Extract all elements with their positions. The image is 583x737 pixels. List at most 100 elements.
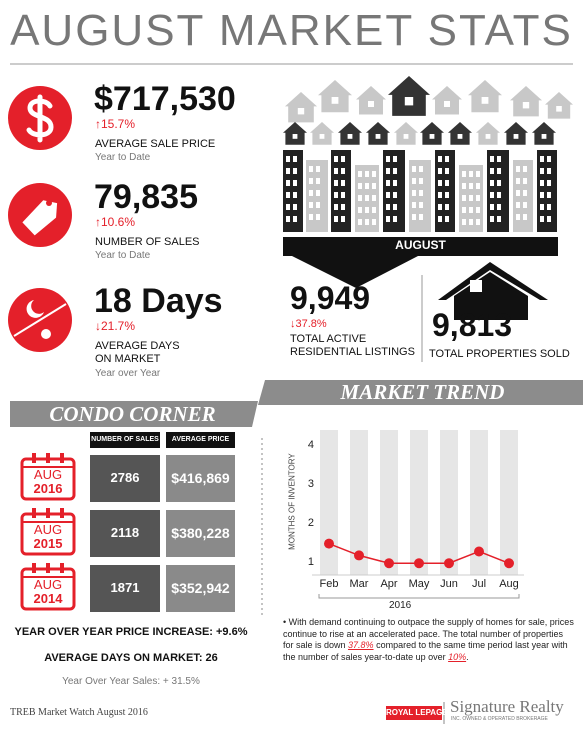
building-window: [497, 180, 501, 186]
condo-title: CONDO CORNER: [49, 402, 216, 426]
building-window: [341, 216, 345, 222]
building-window: [309, 214, 313, 220]
building-window: [540, 156, 544, 162]
house: [510, 86, 542, 117]
x-axis-label: 2016: [389, 600, 412, 611]
banner-label: AUGUST: [395, 238, 446, 252]
building-window: [316, 214, 320, 220]
sold-label: TOTAL PROPERTIES SOLD: [429, 348, 570, 360]
calendar-year: 2015: [33, 536, 63, 551]
calendar-month: AUG: [33, 577, 63, 592]
house-window: [429, 134, 435, 139]
house: [420, 122, 444, 145]
x-bracket: [318, 594, 520, 599]
building-window: [358, 195, 362, 201]
building-window: [523, 190, 527, 196]
calendar-ring: [46, 563, 50, 573]
building-window: [372, 183, 376, 189]
building-window: [523, 166, 527, 172]
building-window: [386, 156, 390, 162]
x-tick-label: Aug: [499, 578, 519, 590]
sales-change: Year Over Year Sales: + 31.5%: [62, 676, 200, 687]
building-window: [386, 216, 390, 222]
stat-value: 79,835: [94, 178, 198, 216]
sales-value: 2118: [110, 525, 140, 540]
building-window: [490, 204, 494, 210]
days-on-market: AVERAGE DAYS ON MARKET: 26: [44, 652, 218, 664]
house-window: [368, 101, 374, 107]
building-window: [393, 168, 397, 174]
banner: [283, 237, 558, 256]
house: [476, 122, 500, 145]
building-window: [386, 204, 390, 210]
note-highlight: 37.8%: [348, 640, 374, 651]
data-point: [414, 558, 424, 569]
building-window: [476, 183, 480, 189]
price-value: $380,228: [171, 525, 230, 541]
building-window: [445, 204, 449, 210]
column-band: [440, 430, 458, 575]
price-increase: YEAR OVER YEAR PRICE INCREASE: +9.6%: [14, 626, 248, 638]
house-window: [331, 97, 339, 104]
y-axis-label: MONTHS OF INVENTORY: [287, 453, 297, 550]
building-window: [497, 156, 501, 162]
sales-box: [90, 455, 160, 502]
building-window: [547, 216, 551, 222]
day-divider: [13, 303, 67, 337]
building-window: [341, 204, 345, 210]
building-window: [547, 168, 551, 174]
y-tick-label: 1: [307, 556, 314, 569]
y-tick-label: 4: [307, 438, 314, 451]
building-window: [365, 207, 369, 213]
building-window: [412, 190, 416, 196]
building-window: [393, 204, 397, 210]
calendar-year: 2014: [33, 591, 63, 606]
building-window: [523, 178, 527, 184]
building-window: [393, 156, 397, 162]
building-window: [419, 166, 423, 172]
building-window: [469, 219, 473, 225]
house: [468, 80, 502, 113]
note-highlight: 10%: [448, 652, 467, 663]
house-window: [470, 280, 482, 292]
house-window: [297, 108, 305, 115]
house: [532, 122, 556, 145]
building-window: [393, 192, 397, 198]
stat-label: AVERAGE DAYS ON MARKET: [95, 340, 180, 365]
building-window: [293, 216, 297, 222]
calendar-month: AUG: [33, 467, 63, 482]
building-window: [293, 204, 297, 210]
stat-change: ↑10.6%: [95, 215, 136, 229]
building-window: [497, 216, 501, 222]
calendar-ring: [32, 453, 36, 463]
price-box: [166, 565, 235, 612]
tag-hole: [46, 200, 52, 206]
building-window: [445, 168, 449, 174]
building-window: [547, 192, 551, 198]
building-window: [358, 219, 362, 225]
house-window: [556, 106, 562, 112]
building-window: [419, 202, 423, 208]
price-value: $352,942: [171, 580, 230, 596]
building-window: [516, 178, 520, 184]
house-window: [319, 134, 325, 139]
data-point: [354, 550, 364, 561]
price-value: $416,869: [171, 470, 230, 486]
building-window: [516, 166, 520, 172]
active-change: ↓37.8%: [290, 318, 327, 330]
y-tick-label: 2: [307, 517, 314, 530]
building-window: [462, 207, 466, 213]
page-title: AUGUST MARKET STATS: [10, 6, 573, 55]
building-window: [547, 180, 551, 186]
building-window: [490, 192, 494, 198]
building-window: [516, 214, 520, 220]
x-tick-label: Apr: [380, 578, 398, 590]
house-window: [347, 134, 353, 139]
building-window: [334, 180, 338, 186]
house: [394, 122, 418, 145]
house: [388, 76, 430, 116]
column-band: [500, 430, 518, 575]
house-window: [375, 134, 381, 139]
building-window: [365, 183, 369, 189]
